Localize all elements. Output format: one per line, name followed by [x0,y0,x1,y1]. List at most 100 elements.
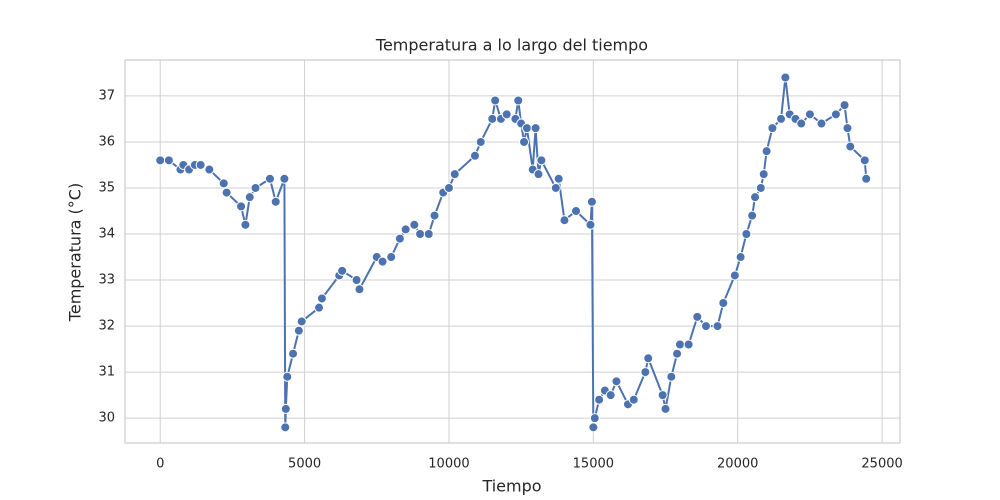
data-point [163,155,174,166]
data-point [735,252,746,263]
data-point [394,233,405,244]
data-point [628,394,639,405]
data-point [513,95,524,106]
data-point [767,123,778,134]
data-point [741,229,752,240]
data-point [536,155,547,166]
data-point [351,275,362,286]
y-tick-label: 33 [98,273,115,288]
data-point [449,169,460,180]
data-point [718,298,729,309]
data-point [761,146,772,157]
data-point [400,224,411,235]
data-point [780,72,791,83]
data-point [758,169,769,180]
data-point [594,394,605,405]
data-point [605,390,616,401]
data-point [236,201,247,212]
data-point [282,371,293,382]
x-tick-label: 15000 [573,457,614,472]
data-point [588,422,599,433]
data-point [354,284,365,295]
data-point [316,293,327,304]
data-point [409,219,420,230]
data-point [415,229,426,240]
y-tick-label: 31 [98,365,115,380]
x-tick-label: 25000 [861,457,902,472]
data-point [469,150,480,161]
data-point [280,422,291,433]
data-point [747,210,758,221]
data-point [666,371,677,382]
data-point [279,173,290,184]
data-point [712,321,723,332]
data-point [830,109,841,120]
x-tick-label: 10000 [428,457,469,472]
data-point [586,196,597,207]
data-point [660,403,671,414]
data-point [571,205,582,216]
x-tick-label: 0 [156,457,164,472]
data-point [842,123,853,134]
data-point [530,123,541,134]
data-point [861,173,872,184]
data-point [280,403,291,414]
data-point [643,353,654,364]
data-point [674,339,685,350]
data-point [589,413,600,424]
data-point [288,348,299,359]
data-point [845,141,856,152]
y-tick-label: 36 [98,134,115,149]
data-line [160,77,868,428]
data-point [521,123,532,134]
data-point [443,182,454,193]
data-point [700,321,711,332]
x-tick-label: 20000 [717,457,758,472]
data-point [337,265,348,276]
y-tick-label: 32 [98,319,115,334]
data-point [270,196,281,207]
data-point [293,325,304,336]
y-tick-label: 30 [98,411,115,426]
y-tick-label: 34 [98,227,115,242]
data-point [550,182,561,193]
data-point [250,182,261,193]
data-point [423,229,434,240]
data-point [776,113,787,124]
chart-title: Temperatura a lo largo del tiempo [375,36,648,55]
data-point [816,118,827,129]
data-point [533,169,544,180]
data-point [490,95,501,106]
x-tick-label: 5000 [288,457,321,472]
data-point [611,376,622,387]
data-point [195,159,206,170]
data-point [729,270,740,281]
data-point [839,100,850,111]
x-axis-label: Tiempo [481,477,541,496]
data-point [519,136,530,147]
data-point [755,182,766,193]
plot-frame [124,59,901,444]
data-point [640,367,651,378]
data-point [296,316,307,327]
data-point [240,219,251,230]
data-point [553,173,564,184]
data-point [244,192,255,203]
data-point [750,192,761,203]
y-tick-label: 37 [98,88,115,103]
data-point [475,136,486,147]
data-point [429,210,440,221]
data-point [218,178,229,189]
data-point [264,173,275,184]
data-point [204,164,215,175]
data-point [314,302,325,313]
data-point [386,252,397,263]
data-point [501,109,512,120]
data-point [672,348,683,359]
data-point [221,187,232,198]
data-point [859,155,870,166]
data-point [796,118,807,129]
data-point [585,219,596,230]
y-axis-label: Temperatura (°C) [66,183,85,322]
